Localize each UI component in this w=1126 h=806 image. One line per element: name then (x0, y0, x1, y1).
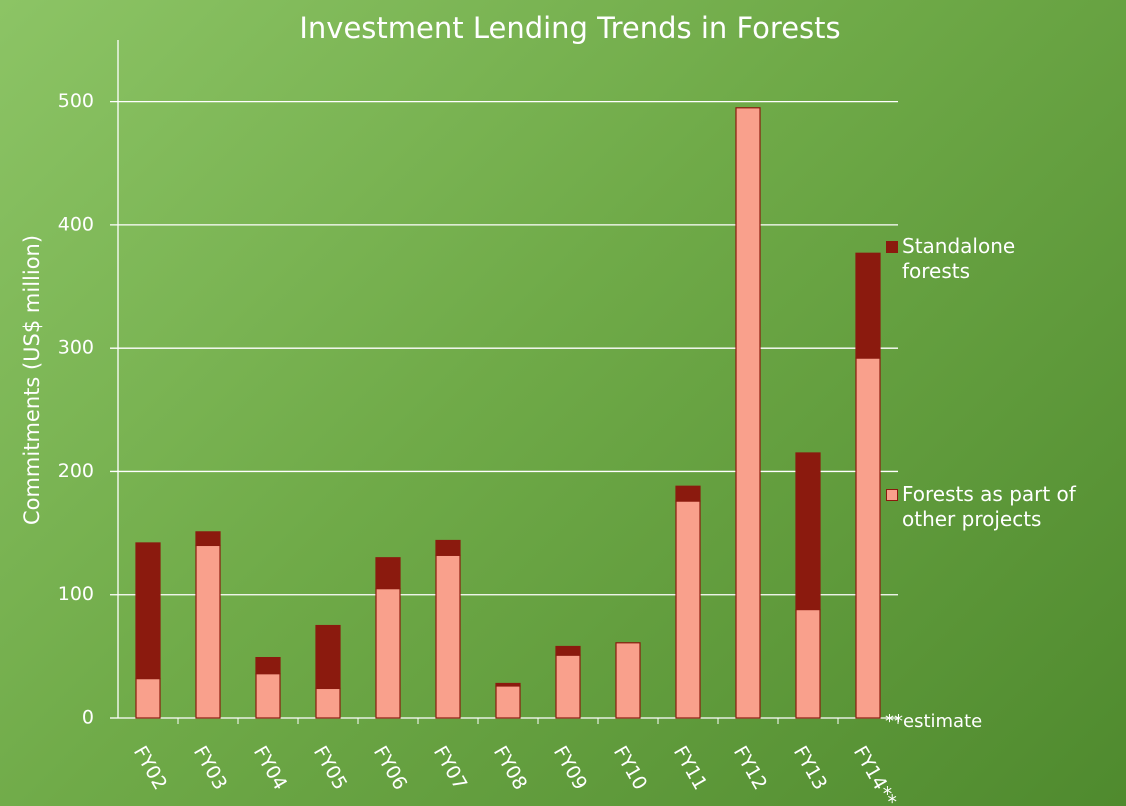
bar-segment (495, 685, 521, 719)
bar-segment (675, 500, 701, 719)
y-tick-label: 200 (58, 460, 94, 482)
bar-segment (735, 107, 761, 719)
bar-segment (615, 642, 641, 719)
bar-segment (795, 608, 821, 719)
x-tick-label: FY09 (549, 742, 591, 793)
bar-segment (855, 357, 881, 719)
x-tick-label: FY06 (369, 742, 411, 793)
bar-segment (315, 687, 341, 719)
x-tick-label: FY10 (609, 742, 651, 793)
bar-segment (135, 542, 161, 680)
x-tick-label: FY05 (309, 742, 351, 793)
annotation: **estimate (885, 711, 982, 732)
bar-segment (195, 531, 221, 547)
legend-item: Standalone forests (886, 234, 1086, 284)
x-tick-label: FY14** (849, 742, 901, 806)
bar-segment (315, 624, 341, 690)
bar-segment (255, 673, 281, 719)
y-tick-label: 0 (82, 707, 94, 729)
bar-segment (435, 554, 461, 719)
bar-segment (375, 557, 401, 590)
bar-segment (375, 587, 401, 719)
bar-segment (555, 645, 581, 656)
legend-item: Forests as part of other projects (886, 482, 1086, 532)
x-tick-label: FY12 (729, 742, 771, 793)
x-tick-label: FY08 (489, 742, 531, 793)
legend-label: Standalone forests (902, 234, 1016, 283)
bar-segment (555, 654, 581, 719)
y-axis-label: Commitments (US$ million) (20, 235, 44, 525)
bar-segment (255, 656, 281, 675)
x-tick-label: FY03 (189, 742, 231, 793)
legend-swatch (886, 489, 898, 501)
y-tick-label: 500 (58, 90, 94, 112)
bar-segment (795, 452, 821, 611)
bar-segment (135, 677, 161, 719)
bar-segment (855, 252, 881, 359)
y-tick-label: 400 (58, 213, 94, 235)
bar-segment (435, 539, 461, 556)
legend-label: Forests as part of other projects (902, 482, 1076, 531)
legend-swatch (886, 241, 898, 253)
chart-title: Investment Lending Trends in Forests (299, 11, 840, 45)
x-tick-label: FY07 (429, 742, 471, 793)
x-tick-label: FY11 (669, 742, 711, 793)
x-tick-label: FY02 (129, 742, 171, 793)
bar-segment (195, 544, 221, 719)
y-tick-label: 300 (58, 337, 94, 359)
y-tick-label: 100 (58, 583, 94, 605)
x-tick-label: FY04 (249, 742, 291, 793)
bar-segment (495, 682, 521, 687)
bar-segment (675, 485, 701, 502)
x-tick-label: FY13 (789, 742, 831, 793)
